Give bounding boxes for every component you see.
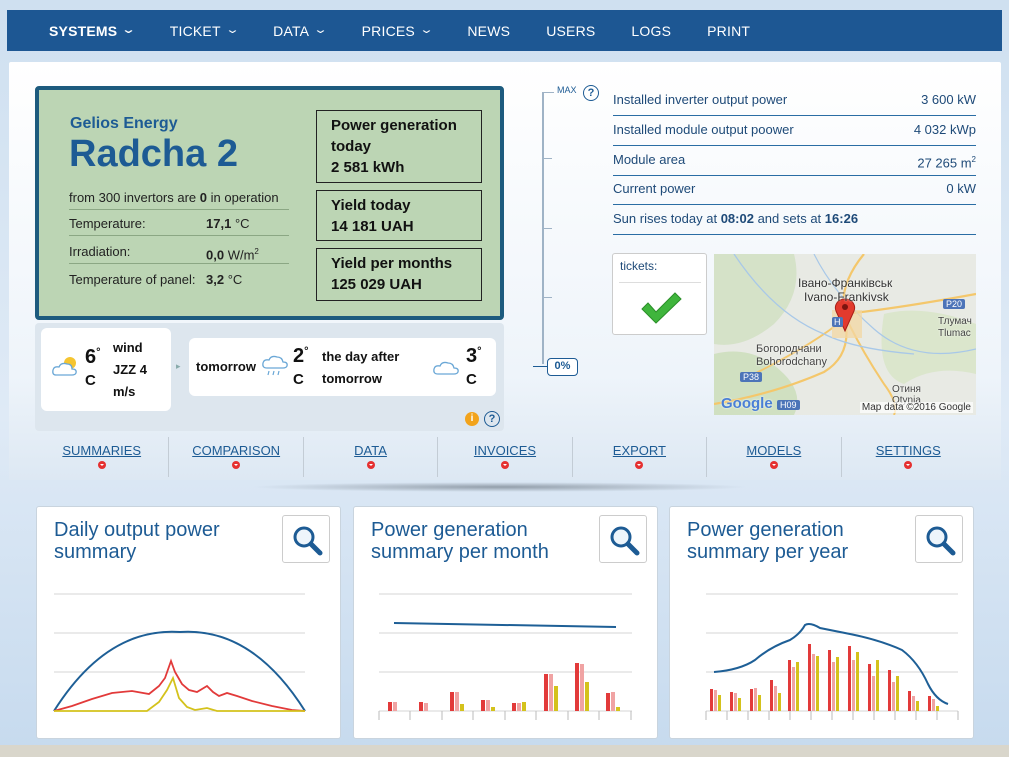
tab-invoices[interactable]: INVOICES xyxy=(438,437,573,477)
nav-prices[interactable]: PRICES ⌄ xyxy=(361,22,435,39)
chevron-down-icon xyxy=(635,461,644,469)
tab-settings[interactable]: SETTINGS xyxy=(842,437,975,477)
tab-export[interactable]: EXPORT xyxy=(573,437,708,477)
wind-info: wind JZZ 4 m/s xyxy=(113,340,147,399)
gauge-max-label: MAX xyxy=(557,85,577,95)
zoom-button[interactable] xyxy=(599,515,647,563)
monthly-generation-chart xyxy=(378,593,632,720)
tab-summaries[interactable]: SUMMARIES xyxy=(35,437,170,477)
magnifier-icon xyxy=(926,526,956,556)
chevron-down-icon xyxy=(904,461,913,469)
chevron-down-icon xyxy=(232,461,241,469)
stat-inverter-power: Installed inverter output power 3 600 kW xyxy=(613,86,976,116)
zoom-button[interactable] xyxy=(282,515,330,563)
zoom-button[interactable] xyxy=(915,515,963,563)
daily-output-card[interactable]: Daily output power summary xyxy=(36,506,341,739)
stat-module-power: Installed module output poower 4 032 kWp xyxy=(613,116,976,146)
help-icon[interactable]: ? xyxy=(484,411,500,427)
weather-today: 6° C wind JZZ 4 m/s xyxy=(41,328,171,411)
question-icon[interactable]: ? xyxy=(583,85,599,101)
nav-systems[interactable]: SYSTEMS ⌄ xyxy=(49,22,137,39)
invertors-row: from 300 invertors are 0 in operation xyxy=(69,186,289,210)
yearly-generation-chart xyxy=(705,593,959,720)
location-map[interactable]: Івано-Франківськ Ivano-Frankivsk Богород… xyxy=(714,254,976,415)
tab-comparison[interactable]: COMPARISON xyxy=(169,437,304,477)
panel-temp-row: Temperature of panel: 3,2 °C xyxy=(69,272,243,287)
nav-news[interactable]: NEWS xyxy=(467,22,511,39)
irradiation-row: Irradiation: 0,0 W/m2 xyxy=(69,240,289,264)
check-icon xyxy=(641,292,682,324)
info-icon[interactable]: i xyxy=(465,412,479,426)
magnifier-icon xyxy=(610,526,640,556)
daily-output-chart xyxy=(53,593,306,712)
monthly-generation-card[interactable]: Power generation summary per month xyxy=(353,506,658,739)
nav-ticket[interactable]: TICKET ⌄ xyxy=(169,22,240,39)
stat-current-power: Current power 0 kW xyxy=(613,175,976,205)
chevron-down-icon xyxy=(97,461,106,469)
card-title: Power generation summary per month xyxy=(371,519,549,563)
tickets-box[interactable]: tickets: xyxy=(612,253,707,335)
nav-print[interactable]: PRINT xyxy=(707,22,751,39)
map-background xyxy=(714,254,976,415)
chevron-down-icon: ⌄ xyxy=(121,24,137,36)
chevron-down-icon: ⌄ xyxy=(224,24,240,36)
road-p38: P38 xyxy=(740,372,763,382)
sun-times: Sun rises today at 08:02 and sets at 16:… xyxy=(613,205,976,235)
yield-today-box: Yield today 14 181 UAH xyxy=(316,190,482,241)
section-tabs: SUMMARIES COMPARISON DATA INVOICES EXPOR… xyxy=(35,437,975,477)
chevron-down-icon xyxy=(366,461,375,469)
road-h: H xyxy=(832,317,843,327)
weather-panel: 6° C wind JZZ 4 m/s ▸ tomorrow 2° C the … xyxy=(35,323,504,431)
nav-logs[interactable]: LOGS xyxy=(631,22,672,39)
tab-models[interactable]: MODELS xyxy=(707,437,842,477)
cloud-icon xyxy=(433,361,459,375)
arrow-right-icon: ▸ xyxy=(176,361,181,371)
road-h09: H09 xyxy=(777,400,800,410)
generation-today-box: Power generation today 2 581 kWh xyxy=(316,110,482,183)
gauge-percent: 0% xyxy=(547,358,578,376)
weather-forecast: tomorrow 2° C the day after tomorrow 3° … xyxy=(189,338,496,396)
chevron-down-icon: ⌄ xyxy=(313,24,329,36)
chevron-down-icon xyxy=(500,461,509,469)
card-title: Power generation summary per year xyxy=(687,519,849,563)
yield-month-box: Yield per months 125 029 UAH xyxy=(316,248,482,301)
road-p20: P20 xyxy=(943,299,966,309)
stat-module-area: Module area 27 265 m2 xyxy=(613,146,976,176)
station-name: Radcha 2 xyxy=(69,133,238,175)
sun-cloud-icon xyxy=(52,357,77,376)
temperature-row: Temperature: 17,1 °C xyxy=(69,212,289,236)
nav-data[interactable]: DATA ⌄ xyxy=(273,22,329,39)
rain-cloud-icon xyxy=(262,355,288,376)
map-credit: Map data ©2016 Google xyxy=(859,402,973,413)
chevron-down-icon: ⌄ xyxy=(419,24,435,36)
card-title: Daily output power summary xyxy=(54,519,220,563)
nav-users[interactable]: USERS xyxy=(546,22,596,39)
station-card: Gelios Energy Radcha 2 from 300 invertor… xyxy=(35,86,504,320)
google-logo: Google xyxy=(721,395,773,412)
top-nav: SYSTEMS ⌄ TICKET ⌄ DATA ⌄ PRICES ⌄ NEWS USER… xyxy=(7,10,1002,51)
company-name: Gelios Energy xyxy=(70,115,178,132)
magnifier-icon xyxy=(293,526,323,556)
tab-data[interactable]: DATA xyxy=(304,437,439,477)
chevron-down-icon xyxy=(769,461,778,469)
yearly-generation-card[interactable]: Power generation summary per year xyxy=(669,506,974,739)
